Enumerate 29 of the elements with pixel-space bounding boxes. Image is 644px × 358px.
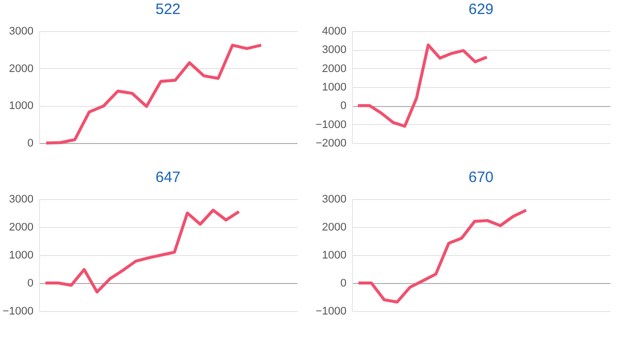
y-tick-label: −1000: [316, 306, 346, 318]
y-tick-label: 0: [27, 278, 34, 290]
y-tick-label: 3000: [9, 194, 34, 206]
y-tick-label: 1000: [322, 82, 346, 94]
chart-title: 670: [468, 169, 494, 186]
y-tick-label: 0: [27, 138, 34, 150]
y-tick-label: −1000: [316, 118, 346, 131]
chart-title: 629: [468, 1, 494, 18]
line-series: [44, 44, 263, 144]
line-series: [356, 208, 528, 304]
y-tick-label: 1000: [9, 100, 34, 112]
chart-title: 522: [155, 1, 181, 18]
y-tick-label: 2000: [9, 222, 34, 234]
y-tick-label: −2000: [316, 138, 346, 150]
y-tick-label: 4000: [322, 26, 346, 38]
y-tick-label: 3000: [322, 194, 346, 206]
y-tick-label: −1000: [2, 306, 34, 318]
chart-title: 647: [155, 169, 181, 186]
line-series: [44, 208, 240, 294]
y-tick-label: 2000: [322, 62, 346, 75]
y-tick-label: 1000: [322, 250, 346, 262]
y-tick-label: 3000: [322, 44, 346, 56]
y-tick-label: 0: [340, 278, 346, 290]
y-tick-label: 2000: [9, 62, 34, 75]
y-tick-label: 2000: [322, 222, 346, 234]
y-tick-label: 1000: [9, 250, 34, 262]
y-tick-label: 0: [340, 100, 346, 112]
y-tick-label: 3000: [9, 26, 34, 38]
line-series: [356, 44, 488, 128]
